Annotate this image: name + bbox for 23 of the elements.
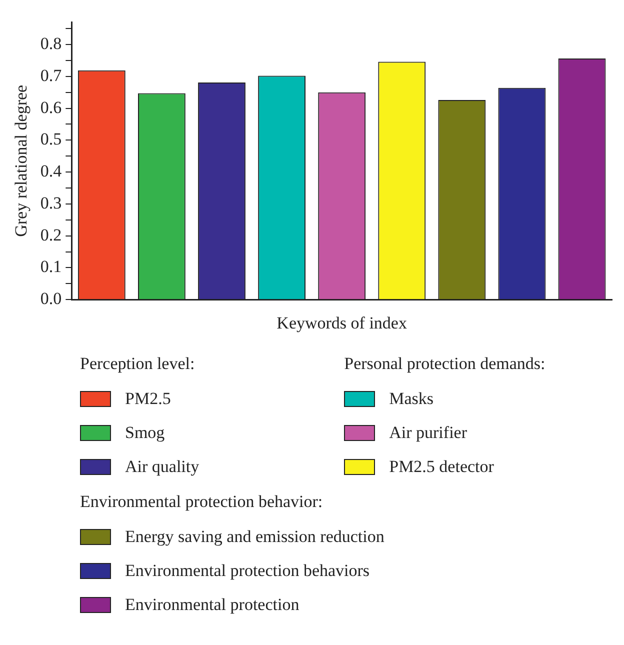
text: Environmental protection behavior: xyxy=(80,491,324,513)
y-tick-label: 0.4 xyxy=(40,162,62,181)
y-tick-label: 0.6 xyxy=(40,98,62,117)
y-tick-label: 0.1 xyxy=(40,257,62,276)
y-tick-label: 0.5 xyxy=(40,130,62,149)
x-axis-title: Keywords of index xyxy=(276,313,408,332)
y-tick-label: 0.0 xyxy=(40,289,62,308)
legend-label: Air purifier xyxy=(389,423,467,443)
legend-label: Energy saving and emission reduction xyxy=(125,527,384,547)
legend-label: Smog xyxy=(125,423,165,443)
legend-label: Air quality xyxy=(125,457,200,477)
y-tick-label: 0.7 xyxy=(40,66,62,85)
legend-label: PM2.5 detector xyxy=(389,457,494,477)
legend-label: Masks xyxy=(389,389,434,409)
legend-label: Environmental protection behaviors xyxy=(125,561,370,581)
y-tick-label: 0.8 xyxy=(40,34,62,53)
text: Perception level: xyxy=(80,353,196,375)
y-tick-label: 0.2 xyxy=(40,225,62,244)
y-axis-title: Grey relational degree xyxy=(12,84,31,237)
text: Personal protection demands: xyxy=(344,353,546,375)
legend-label: PM2.5 xyxy=(125,389,171,409)
y-tick-label: 0.3 xyxy=(40,193,62,212)
legend-label: Environmental protection xyxy=(125,595,300,615)
